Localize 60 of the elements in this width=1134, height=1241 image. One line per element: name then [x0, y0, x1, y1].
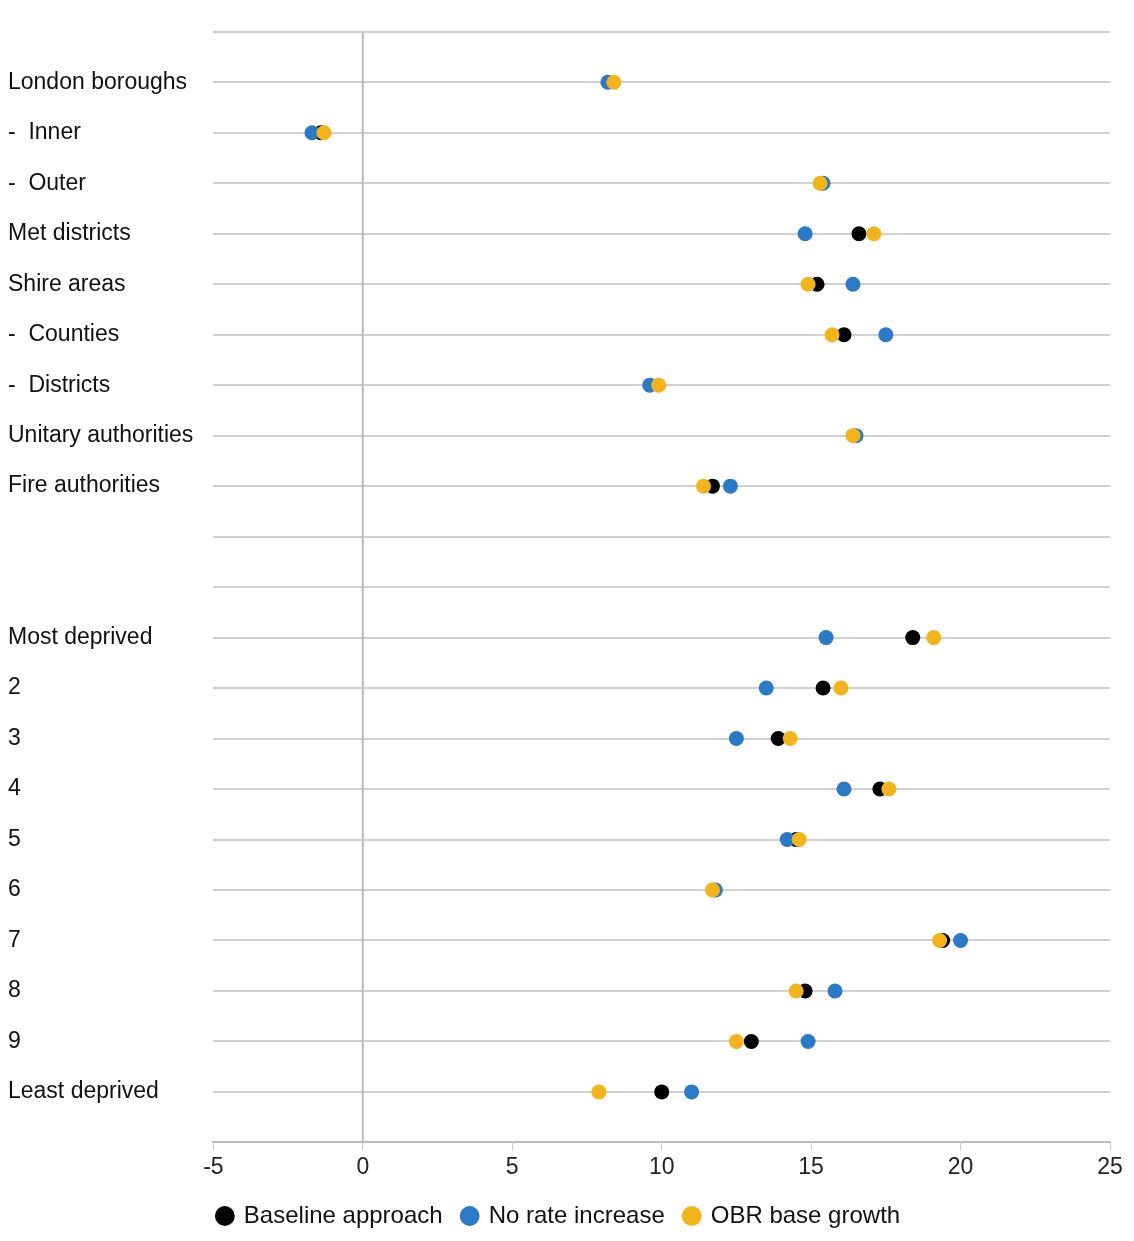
point: [722, 478, 738, 494]
point: [836, 781, 852, 797]
point: [866, 226, 882, 242]
y-tick-label: 2: [8, 673, 21, 700]
y-tick-label: - Outer: [8, 168, 87, 195]
point: [684, 1084, 700, 1100]
y-tick-label: - Inner: [8, 118, 82, 145]
point: [827, 983, 843, 999]
legend-label: Baseline approach: [243, 1200, 443, 1228]
point: [696, 478, 712, 494]
y-tick-label: 6: [8, 875, 21, 902]
point: [728, 1033, 744, 1049]
y-tick-label: Least deprived: [8, 1077, 159, 1104]
point: [606, 74, 622, 90]
x-tick-label: -5: [203, 1152, 224, 1179]
point: [845, 276, 861, 292]
point: [953, 932, 969, 948]
y-tick-label: Most deprived: [8, 622, 153, 649]
y-tick-label: Shire areas: [8, 269, 126, 296]
point: [743, 1033, 759, 1049]
y-tick-label: Unitary authorities: [8, 421, 194, 447]
point: [758, 680, 774, 696]
point: [788, 983, 804, 999]
y-tick-label: 9: [8, 1026, 21, 1053]
point: [728, 731, 744, 747]
x-tick-label: 0: [356, 1152, 370, 1179]
x-tick-label: 15: [798, 1152, 824, 1179]
point: [905, 630, 921, 646]
x-tick-label: 25: [1097, 1152, 1123, 1179]
point: [815, 680, 831, 696]
y-tick-label: - Districts: [8, 370, 111, 397]
x-tick-label: 20: [947, 1152, 974, 1179]
point: [651, 377, 667, 393]
y-tick-label: Fire authorities: [8, 471, 161, 498]
y-tick-label: Met districts: [8, 219, 131, 246]
point: [926, 630, 942, 646]
point: [833, 680, 849, 696]
y-tick-label: 8: [8, 976, 21, 1003]
y-tick-label: London boroughs: [8, 67, 188, 94]
y-tick-label: 4: [8, 774, 21, 801]
y-tick-label: 7: [8, 925, 21, 952]
y-tick-label: 3: [8, 723, 21, 750]
point: [851, 226, 867, 242]
y-tick-label: 5: [8, 824, 21, 851]
point: [591, 1084, 607, 1100]
point: [800, 276, 816, 292]
point: [818, 630, 834, 646]
point: [782, 731, 798, 747]
point: [881, 781, 897, 797]
legend-label: No rate increase: [488, 1200, 665, 1228]
x-tick-label: 10: [648, 1152, 675, 1179]
point: [824, 327, 840, 343]
point: [800, 1033, 816, 1049]
point: [836, 327, 852, 343]
x-tick-label: 5: [505, 1152, 519, 1179]
point: [797, 226, 813, 242]
y-tick-label: - Counties: [8, 320, 120, 347]
point: [878, 327, 894, 343]
legend-label: OBR base growth: [710, 1200, 901, 1228]
point: [654, 1084, 670, 1100]
